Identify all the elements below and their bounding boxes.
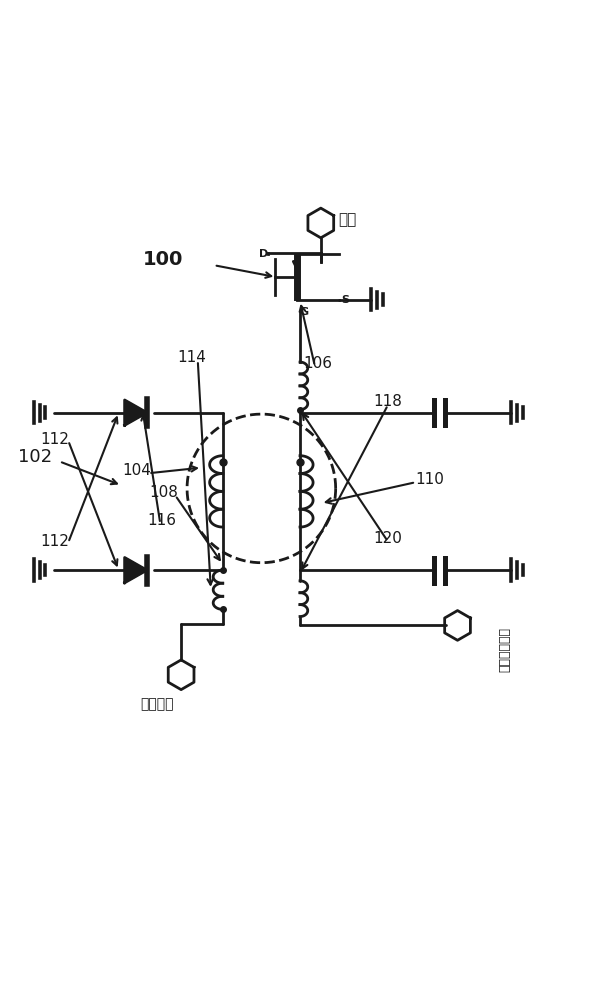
Polygon shape <box>125 558 147 583</box>
Text: 100: 100 <box>143 250 184 269</box>
Text: S: S <box>341 295 350 305</box>
Text: 120: 120 <box>374 531 403 546</box>
Text: G: G <box>300 307 309 317</box>
Text: 112: 112 <box>41 432 70 447</box>
Text: 112: 112 <box>41 534 70 549</box>
Text: 输出: 输出 <box>338 213 357 228</box>
Text: D: D <box>259 249 268 259</box>
Text: 直流栅极偏压: 直流栅极偏压 <box>499 627 512 672</box>
Text: 114: 114 <box>178 350 206 365</box>
Text: 110: 110 <box>415 472 444 487</box>
Text: 射频输入: 射频输入 <box>140 697 174 711</box>
Text: 116: 116 <box>148 513 176 528</box>
Text: 108: 108 <box>149 485 178 500</box>
Text: 102: 102 <box>19 448 53 466</box>
Text: 106: 106 <box>304 356 332 371</box>
Polygon shape <box>125 400 147 425</box>
Text: 118: 118 <box>374 394 403 409</box>
Text: 104: 104 <box>122 463 151 478</box>
